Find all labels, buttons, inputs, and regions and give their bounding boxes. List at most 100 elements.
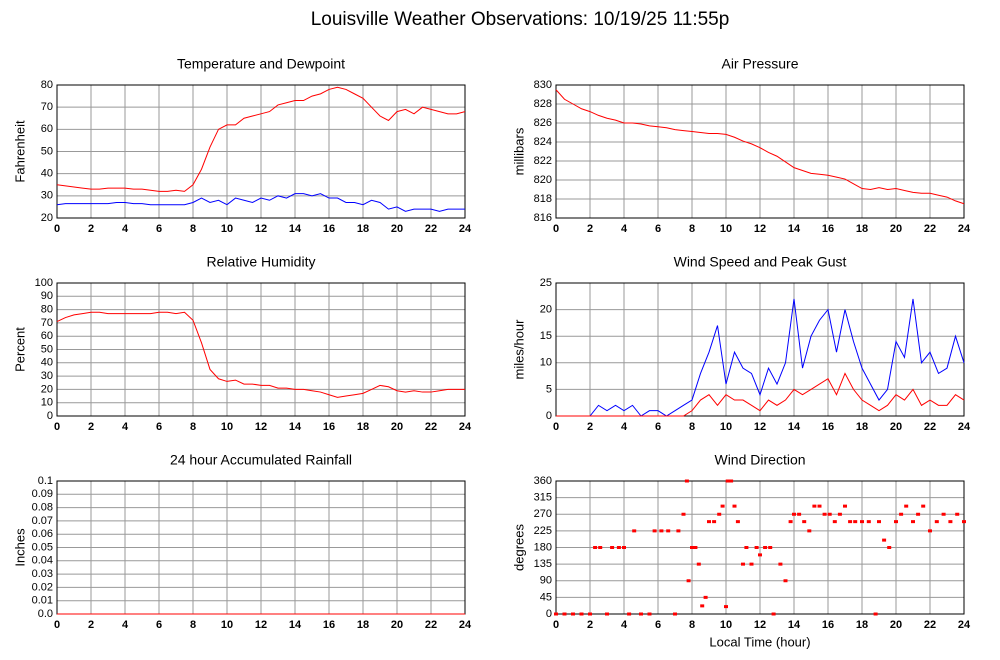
y-tick-label: 0.0: [38, 608, 53, 620]
x-tick-label: 8: [190, 619, 196, 631]
data-point: [788, 520, 793, 524]
data-point: [904, 504, 909, 508]
y-tick-label: 816: [534, 212, 552, 224]
x-tick-label: 6: [655, 223, 661, 235]
y-tick-label: 20: [41, 383, 53, 395]
data-point: [812, 504, 817, 508]
y-tick-label: 0.09: [32, 488, 53, 500]
y-axis-label: Inches: [12, 528, 27, 567]
x-tick-label: 20: [890, 619, 902, 631]
x-tick-label: 6: [655, 421, 661, 433]
y-tick-label: 0.07: [32, 515, 53, 527]
data-point: [616, 546, 621, 549]
x-tick-label: 6: [156, 223, 162, 235]
data-point: [632, 529, 637, 533]
data-point: [717, 512, 722, 516]
y-tick-label: 10: [540, 357, 552, 369]
data-point: [588, 612, 592, 616]
x-tick-label: 20: [890, 223, 902, 235]
data-point: [622, 546, 626, 549]
plot-frame: [555, 84, 965, 219]
data-point: [877, 520, 881, 524]
x-tick-label: 0: [54, 421, 60, 433]
x-tick-label: 20: [890, 421, 902, 433]
x-tick-label: 2: [587, 421, 593, 433]
y-tick-label: 0.01: [32, 595, 53, 607]
data-point: [744, 546, 749, 549]
x-tick-label: 6: [156, 619, 162, 631]
x-tick-label: 0: [54, 223, 60, 235]
x-tick-label: 10: [221, 223, 233, 235]
data-point: [899, 512, 904, 516]
data-point: [822, 512, 827, 516]
plot-frame: [56, 84, 466, 219]
data-point: [763, 546, 768, 549]
data-point: [593, 546, 598, 549]
x-tick-label: 4: [122, 421, 129, 433]
y-tick-label: 0: [47, 410, 53, 422]
data-point: [693, 546, 698, 549]
data-point: [807, 529, 812, 533]
x-tick-label: 24: [958, 223, 971, 235]
x-tick-label: 14: [788, 619, 801, 631]
y-tick-label: 40: [41, 168, 53, 180]
y-tick-label: 15: [540, 330, 552, 342]
data-point: [673, 612, 677, 616]
x-tick-label: 14: [289, 223, 302, 235]
data-point: [676, 529, 681, 533]
data-point: [659, 529, 664, 533]
x-tick-label: 22: [425, 223, 437, 235]
chart-title: Wind Speed and Peak Gust: [674, 254, 847, 270]
x-tick-label: 12: [255, 223, 267, 235]
data-line: [56, 311, 465, 398]
x-tick-label: 2: [88, 421, 94, 433]
y-axis-label: Fahrenheit: [12, 120, 27, 183]
plot-frame: [555, 480, 965, 615]
y-axis-label: miles/hour: [511, 319, 526, 380]
y-tick-label: 90: [540, 575, 552, 587]
data-point: [666, 529, 671, 533]
y-tick-label: 50: [41, 145, 53, 157]
x-tick-label: 16: [323, 619, 335, 631]
x-tick-label: 8: [689, 421, 695, 433]
data-line: [556, 372, 965, 417]
x-tick-label: 2: [587, 223, 593, 235]
data-point: [758, 553, 762, 557]
y-tick-label: 30: [41, 190, 53, 202]
y-axis-label: Percent: [12, 327, 27, 372]
chart-title: Temperature and Dewpoint: [177, 56, 345, 72]
x-tick-label: 22: [924, 421, 936, 433]
y-tick-label: 0.04: [32, 555, 53, 567]
y-tick-label: 0.06: [32, 528, 53, 540]
data-point: [681, 512, 686, 516]
data-point: [778, 562, 783, 566]
y-tick-label: 0: [546, 608, 552, 620]
data-point: [647, 612, 652, 616]
data-point: [832, 520, 837, 524]
x-tick-label: 14: [788, 223, 801, 235]
x-tick-label: 14: [788, 421, 801, 433]
y-tick-label: 225: [534, 525, 552, 537]
data-point: [700, 604, 705, 608]
x-tick-label: 10: [720, 421, 732, 433]
y-tick-label: 826: [534, 117, 552, 129]
y-axis-label: degrees: [511, 524, 526, 571]
y-tick-label: 80: [41, 79, 53, 91]
y-tick-label: 818: [534, 193, 552, 205]
chart-title: 24 hour Accumulated Rainfall: [170, 452, 352, 468]
data-point: [686, 579, 691, 583]
data-point: [866, 520, 871, 524]
x-tick-label: 20: [391, 421, 403, 433]
y-tick-label: 20: [41, 212, 53, 224]
y-tick-label: 10: [41, 397, 53, 409]
x-tick-label: 18: [856, 421, 868, 433]
data-point: [771, 612, 776, 616]
y-tick-label: 135: [534, 558, 552, 570]
y-tick-label: 0: [546, 410, 552, 422]
data-point: [610, 546, 615, 549]
x-tick-label: 14: [289, 619, 302, 631]
x-tick-label: 18: [357, 619, 369, 631]
x-tick-label: 2: [88, 223, 94, 235]
data-point: [707, 520, 711, 524]
